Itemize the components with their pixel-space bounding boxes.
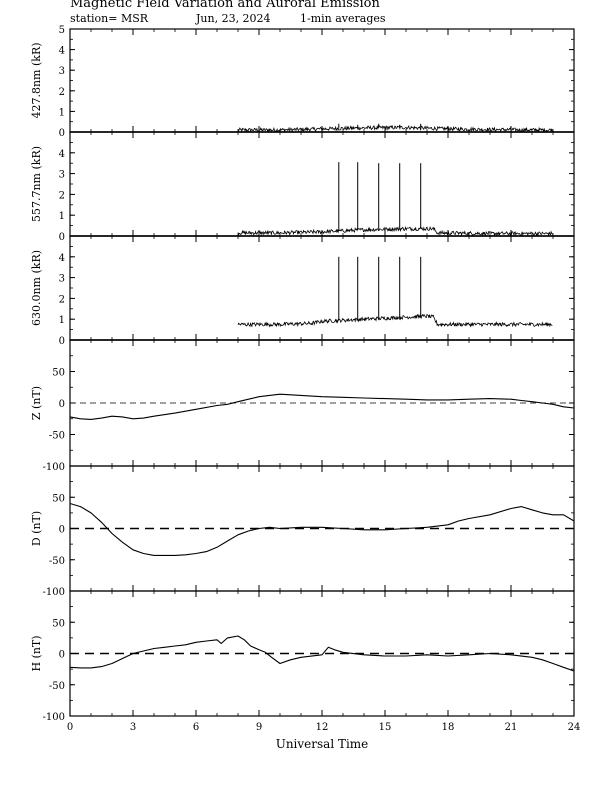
y-axis-label-6: H (nT): [30, 635, 43, 671]
averaging-label: 1-min averages: [300, 12, 386, 25]
y-tick-label: 50: [52, 368, 65, 379]
y-tick-label: 0: [59, 525, 65, 536]
x-axis-label: Universal Time: [276, 737, 369, 751]
y-tick-label: 0: [59, 232, 65, 243]
y-tick-label: -50: [49, 681, 65, 692]
y-tick-label: 1: [59, 107, 65, 118]
y-tick-label: 2: [59, 87, 65, 98]
y-tick-label: 5: [59, 25, 65, 36]
y-tick-label: -50: [49, 556, 65, 567]
y-tick-label: 2: [59, 190, 65, 201]
series-line-5: [69, 502, 575, 556]
date-label: Jun, 23, 2024: [196, 12, 271, 25]
y-tick-label: 3: [59, 170, 65, 181]
y-axis-label-3: 630.0nm (kR): [30, 250, 43, 326]
y-axis-label-5: D (nT): [30, 511, 43, 546]
y-tick-label: 0: [59, 650, 65, 661]
series-line-2: [237, 225, 553, 237]
series-line-4: [69, 393, 575, 420]
y-tick-label: -100: [43, 712, 65, 723]
y-tick-label: 0: [59, 336, 65, 347]
y-tick-label: 4: [59, 46, 65, 57]
y-tick-label: 0: [59, 399, 65, 410]
series-line-3: [237, 313, 553, 328]
x-tick-label: 9: [256, 722, 262, 733]
x-tick-label: 12: [316, 722, 329, 733]
series-line-1: [237, 124, 553, 134]
y-tick-label: 3: [59, 274, 65, 285]
panel-frame-2: [69, 131, 575, 237]
x-tick-label: 18: [442, 722, 455, 733]
y-tick-label: 4: [59, 253, 65, 264]
chart-title: Magnetic Field Variation and Auroral Emi…: [70, 0, 380, 11]
y-axis-label-1: 427.8nm (kR): [30, 42, 43, 118]
y-tick-label: 50: [52, 618, 65, 629]
y-tick-label: -100: [43, 462, 65, 473]
y-tick-label: 4: [59, 149, 65, 160]
panel-frame-1: [69, 28, 575, 133]
y-axis-label-2: 557.7nm (kR): [30, 146, 43, 222]
x-tick-label: 24: [568, 722, 581, 733]
x-tick-label: 3: [130, 722, 136, 733]
y-axis-label-4: Z (nT): [30, 386, 43, 420]
x-tick-label: 0: [67, 722, 73, 733]
y-tick-label: -100: [43, 587, 65, 598]
y-tick-label: 2: [59, 294, 65, 305]
y-tick-label: 3: [59, 66, 65, 77]
station-label: station= MSR: [70, 12, 149, 25]
series-line-6: [69, 635, 575, 672]
y-tick-label: 0: [59, 128, 65, 139]
x-tick-label: 15: [379, 722, 392, 733]
y-tick-label: 1: [59, 315, 65, 326]
y-tick-label: 1: [59, 211, 65, 222]
y-tick-label: 50: [52, 493, 65, 504]
x-tick-label: 21: [505, 722, 518, 733]
x-tick-label: 6: [193, 722, 199, 733]
y-tick-label: -50: [49, 431, 65, 442]
